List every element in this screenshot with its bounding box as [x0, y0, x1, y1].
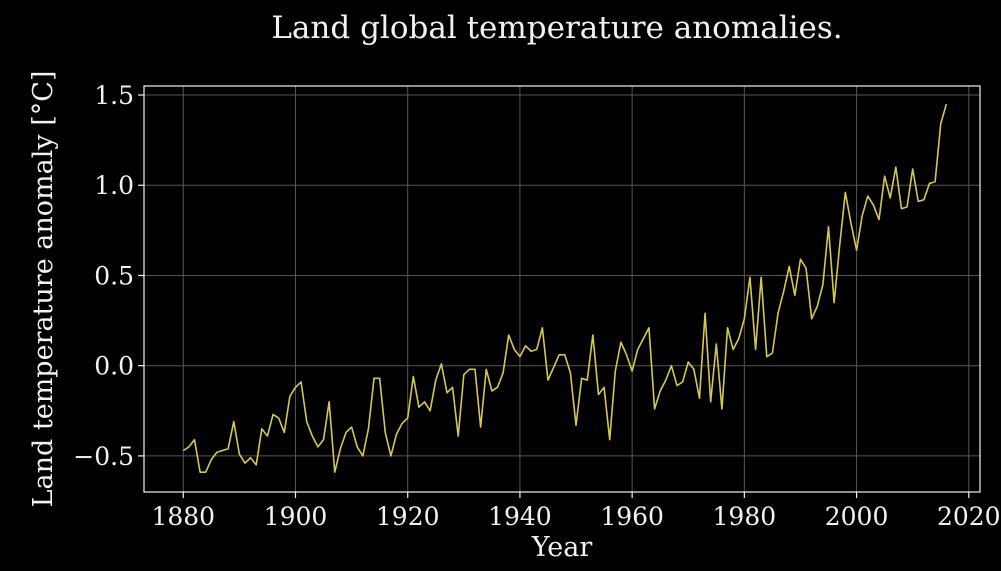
y-axis-ticks: −0.5 0.0 0.5 1.0 1.5: [73, 81, 144, 471]
y-tick-label: 1.0: [94, 171, 134, 200]
x-tick-label: 1900: [264, 502, 328, 531]
x-tick-label: 2000: [825, 502, 889, 531]
x-tick-label: 1980: [713, 502, 777, 531]
y-axis-label: Land temperature anomaly [°C]: [28, 71, 59, 508]
y-tick-label: −0.5: [73, 442, 134, 471]
y-tick-label: 0.0: [94, 352, 134, 381]
x-axis-ticks: 1880 1900 1920 1940 1960 1980 2000 2020: [151, 492, 1001, 531]
x-tick-label: 1880: [151, 502, 215, 531]
chart-title: Land global temperature anomalies.: [271, 10, 842, 46]
x-axis-label: Year: [531, 532, 593, 563]
series-line: [182, 103, 948, 473]
y-tick-label: 1.5: [94, 81, 134, 110]
x-tick-label: 1920: [376, 502, 440, 531]
y-tick-label: 0.5: [94, 261, 134, 290]
plot-area-frame: [143, 85, 981, 493]
grid-lines: [144, 86, 980, 492]
x-tick-label: 2020: [937, 502, 1001, 531]
x-tick-label: 1940: [488, 502, 552, 531]
x-tick-label: 1960: [600, 502, 664, 531]
